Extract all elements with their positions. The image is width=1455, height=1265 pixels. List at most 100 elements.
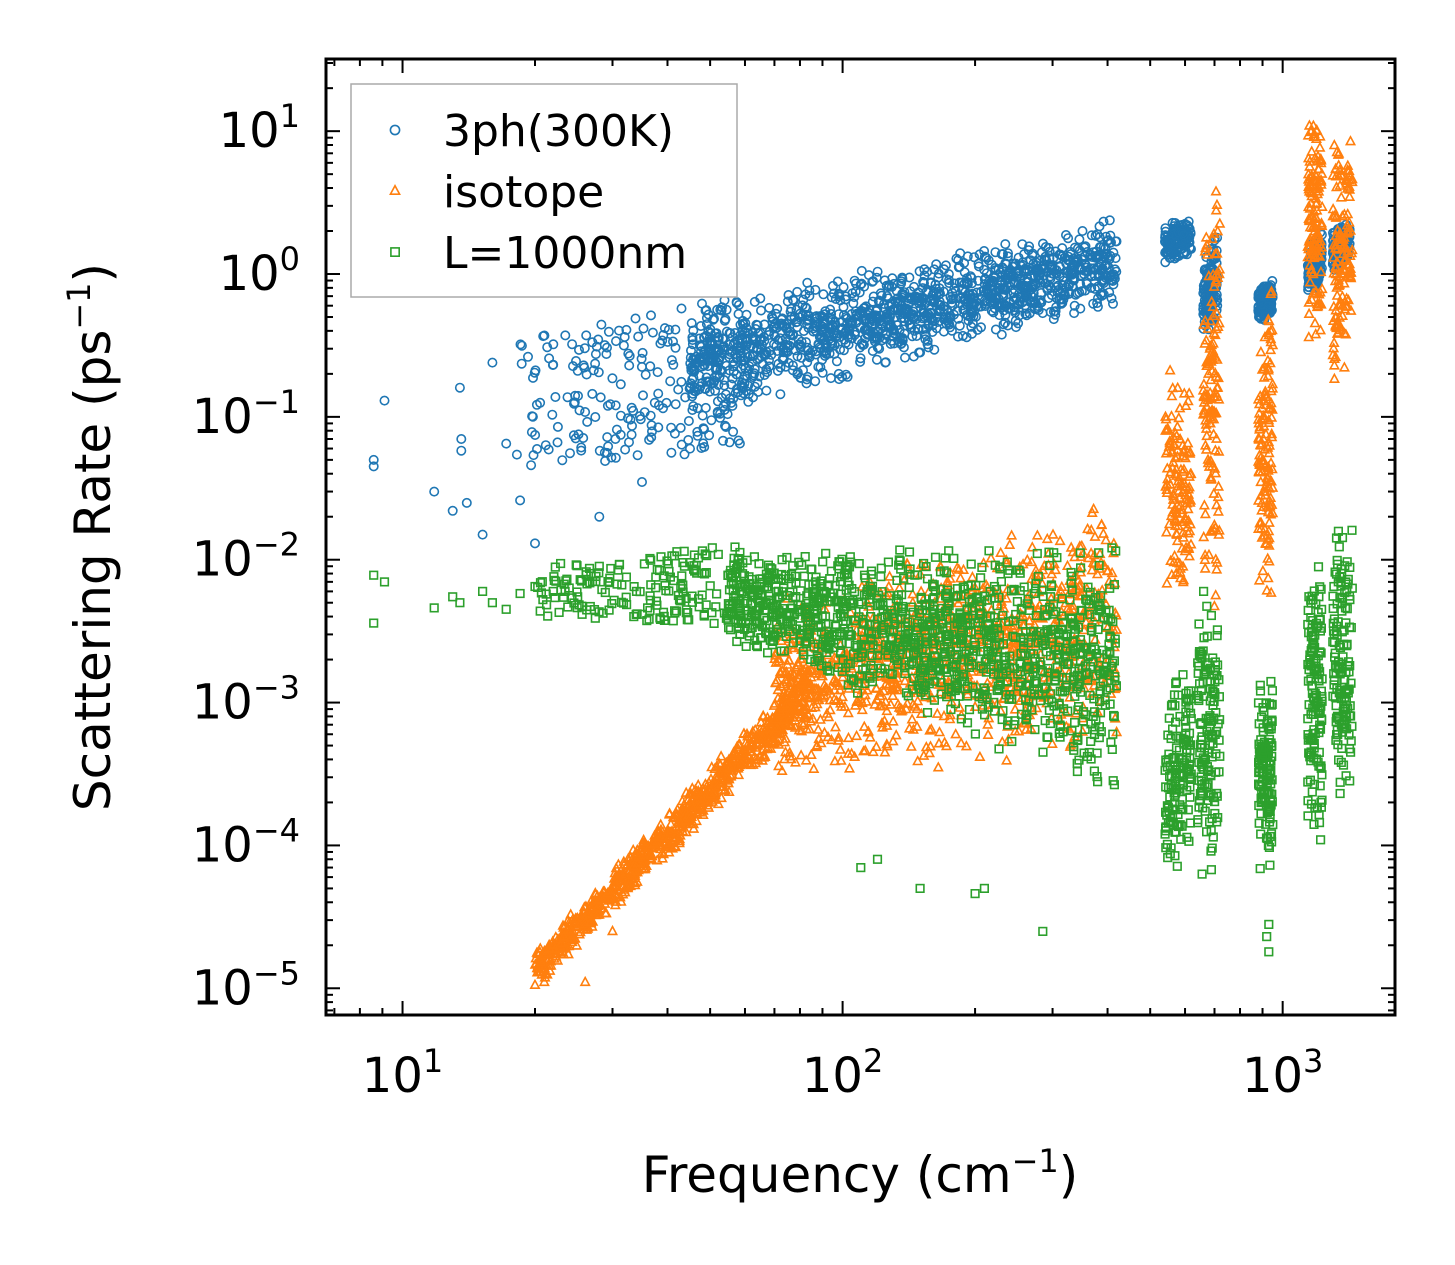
- data-point-circle: [601, 342, 612, 353]
- data-point-circle: [527, 411, 538, 422]
- data-point-circle: [1105, 230, 1116, 241]
- data-point-circle: [1211, 258, 1222, 269]
- data-point-triangle: [842, 706, 854, 718]
- data-point-triangle: [1098, 559, 1110, 570]
- data-point-circle: [683, 415, 694, 426]
- data-point-circle: [759, 348, 770, 359]
- data-point-circle: [548, 339, 559, 350]
- data-point-circle: [818, 289, 829, 300]
- data-point-triangle: [695, 789, 707, 800]
- data-point-circle: [1001, 273, 1012, 284]
- data-point-triangle: [761, 742, 773, 754]
- data-point-triangle: [703, 776, 715, 787]
- data-point-circle: [899, 320, 910, 331]
- data-point-circle: [582, 416, 593, 427]
- data-point-circle: [969, 252, 980, 263]
- data-point-circle: [802, 357, 813, 368]
- data-point-circle: [1257, 299, 1268, 310]
- data-point-circle: [610, 336, 621, 347]
- data-point-circle: [930, 283, 941, 294]
- data-point-circle: [858, 339, 869, 350]
- data-point-triangle: [655, 831, 667, 842]
- data-point-triangle: [692, 778, 704, 790]
- data-point-triangle: [562, 938, 574, 949]
- data-point-circle: [1265, 305, 1276, 316]
- data-point-triangle: [931, 707, 943, 718]
- data-point-circle: [636, 476, 647, 487]
- data-point-circle: [516, 340, 527, 351]
- data-point-circle: [529, 538, 540, 549]
- data-point-circle: [781, 322, 792, 333]
- data-point-circle: [904, 272, 915, 283]
- data-point-circle: [709, 371, 720, 382]
- data-point-circle: [687, 404, 698, 415]
- data-point-triangle: [728, 755, 740, 766]
- data-point-triangle: [593, 892, 605, 904]
- data-point-circle: [871, 354, 882, 365]
- data-point-triangle: [887, 715, 899, 726]
- data-point-circle: [923, 342, 934, 353]
- data-point-circle: [927, 307, 938, 318]
- data-point-circle: [974, 249, 985, 260]
- data-point-circle: [539, 330, 550, 341]
- data-point-circle: [544, 353, 555, 364]
- data-point-triangle: [805, 748, 817, 760]
- data-point-triangle: [732, 758, 744, 769]
- data-point-circle: [1002, 248, 1013, 259]
- data-point-triangle: [879, 746, 891, 757]
- data-point-circle: [743, 380, 754, 391]
- data-point-circle: [827, 314, 838, 325]
- data-point-circle: [1063, 233, 1074, 244]
- data-point-triangle: [675, 817, 687, 828]
- data-point-triangle: [790, 661, 802, 672]
- data-point-triangle: [750, 753, 762, 764]
- data-point-circle: [837, 371, 848, 382]
- data-point-circle: [899, 316, 910, 327]
- data-point-circle: [1258, 303, 1269, 314]
- data-point-triangle: [745, 758, 757, 770]
- data-point-circle: [576, 442, 587, 453]
- data-point-circle: [715, 304, 726, 315]
- data-point-circle: [934, 296, 945, 307]
- data-point-circle: [696, 442, 707, 453]
- data-point-circle: [593, 367, 604, 378]
- data-point-triangle: [685, 799, 697, 810]
- data-point-circle: [821, 346, 832, 357]
- data-point-circle: [685, 358, 696, 369]
- data-point-triangle: [738, 727, 750, 739]
- data-point-circle: [941, 313, 952, 324]
- data-point-circle: [1106, 293, 1117, 304]
- data-point-circle: [874, 343, 885, 354]
- data-point-circle: [691, 351, 702, 362]
- data-point-triangle: [632, 851, 644, 862]
- data-point-circle: [717, 435, 728, 446]
- data-point-circle: [590, 358, 601, 369]
- data-point-circle: [704, 430, 715, 441]
- data-point-circle: [949, 283, 960, 294]
- data-point-circle: [927, 326, 938, 337]
- data-point-circle: [834, 289, 845, 300]
- data-point-circle: [638, 323, 649, 334]
- data-point-circle: [904, 319, 915, 330]
- data-point-triangle: [1054, 714, 1066, 726]
- data-point-circle: [824, 328, 835, 339]
- data-point-circle: [996, 329, 1007, 340]
- data-points: [368, 119, 1358, 990]
- data-point-circle: [997, 262, 1008, 273]
- data-point-triangle: [660, 837, 672, 848]
- data-point-circle: [764, 302, 775, 313]
- data-point-triangle: [812, 723, 824, 734]
- data-point-circle: [733, 435, 744, 446]
- data-point-circle: [790, 317, 801, 328]
- data-point-triangle: [732, 743, 744, 754]
- data-point-circle: [907, 331, 918, 342]
- data-point-circle: [781, 318, 792, 329]
- data-point-circle: [962, 251, 973, 262]
- data-point-circle: [675, 422, 686, 433]
- data-point-circle: [1089, 270, 1100, 281]
- data-point-triangle: [534, 942, 546, 953]
- data-point-triangle: [734, 738, 746, 749]
- data-point-circle: [1007, 261, 1018, 272]
- data-point-circle: [855, 356, 866, 367]
- data-point-circle: [1058, 275, 1069, 286]
